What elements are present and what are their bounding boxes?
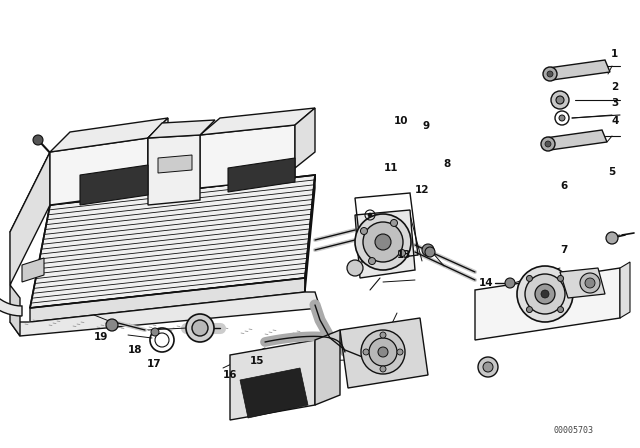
- Polygon shape: [200, 125, 295, 188]
- Text: 1: 1: [611, 49, 618, 59]
- Text: 12: 12: [415, 185, 429, 195]
- Text: 5: 5: [608, 167, 615, 177]
- Circle shape: [368, 213, 372, 217]
- Circle shape: [585, 278, 595, 288]
- Circle shape: [517, 266, 573, 322]
- Polygon shape: [148, 135, 200, 205]
- Circle shape: [390, 220, 397, 226]
- Circle shape: [422, 244, 434, 256]
- Circle shape: [527, 276, 532, 281]
- Circle shape: [361, 330, 405, 374]
- Circle shape: [541, 137, 555, 151]
- Circle shape: [380, 332, 386, 338]
- Polygon shape: [315, 330, 340, 405]
- Polygon shape: [355, 210, 415, 278]
- Circle shape: [363, 349, 369, 355]
- Circle shape: [547, 71, 553, 77]
- Circle shape: [478, 357, 498, 377]
- Polygon shape: [475, 268, 620, 340]
- Circle shape: [580, 273, 600, 293]
- Polygon shape: [230, 340, 315, 420]
- Text: 9: 9: [422, 121, 429, 131]
- Polygon shape: [30, 175, 315, 308]
- Polygon shape: [620, 262, 630, 318]
- Polygon shape: [200, 108, 315, 135]
- Circle shape: [151, 328, 159, 336]
- Text: 17: 17: [147, 359, 162, 369]
- Circle shape: [360, 228, 367, 234]
- Polygon shape: [148, 118, 168, 180]
- Text: 6: 6: [560, 181, 567, 191]
- Circle shape: [545, 141, 551, 147]
- Circle shape: [543, 67, 557, 81]
- Polygon shape: [148, 120, 215, 138]
- Polygon shape: [228, 158, 295, 192]
- Text: 15: 15: [250, 356, 264, 366]
- Circle shape: [425, 247, 435, 257]
- Circle shape: [551, 91, 569, 109]
- Polygon shape: [30, 278, 305, 322]
- Polygon shape: [0, 252, 22, 316]
- Circle shape: [527, 306, 532, 313]
- Circle shape: [505, 278, 515, 288]
- Circle shape: [557, 306, 564, 313]
- Circle shape: [525, 274, 565, 314]
- Text: 3: 3: [611, 98, 618, 108]
- Text: 7: 7: [560, 245, 568, 254]
- Circle shape: [483, 362, 493, 372]
- Circle shape: [380, 366, 386, 372]
- Circle shape: [186, 314, 214, 342]
- Circle shape: [541, 290, 549, 298]
- Circle shape: [369, 338, 397, 366]
- Polygon shape: [295, 108, 315, 168]
- Polygon shape: [548, 60, 610, 80]
- Polygon shape: [305, 175, 315, 292]
- Text: 11: 11: [384, 163, 399, 173]
- Text: 13: 13: [397, 250, 412, 260]
- Circle shape: [397, 349, 403, 355]
- Text: 10: 10: [394, 116, 408, 126]
- Polygon shape: [560, 268, 605, 298]
- Polygon shape: [50, 138, 148, 205]
- Polygon shape: [240, 368, 308, 418]
- Circle shape: [557, 276, 564, 281]
- Text: 19: 19: [94, 332, 108, 342]
- Circle shape: [33, 135, 43, 145]
- Text: 14: 14: [479, 278, 493, 288]
- Circle shape: [355, 214, 411, 270]
- Text: 00005703: 00005703: [554, 426, 594, 435]
- Circle shape: [375, 234, 391, 250]
- Polygon shape: [10, 292, 320, 336]
- Polygon shape: [545, 130, 607, 150]
- Polygon shape: [340, 318, 428, 388]
- Polygon shape: [10, 152, 50, 285]
- Circle shape: [399, 250, 406, 257]
- Circle shape: [556, 96, 564, 104]
- Circle shape: [347, 260, 363, 276]
- Text: 16: 16: [223, 370, 237, 380]
- Text: 8: 8: [444, 159, 451, 168]
- Circle shape: [192, 320, 208, 336]
- Text: 2: 2: [611, 82, 618, 92]
- Circle shape: [363, 222, 403, 262]
- Polygon shape: [158, 155, 192, 173]
- Text: 18: 18: [128, 345, 143, 355]
- Circle shape: [559, 115, 565, 121]
- Circle shape: [106, 319, 118, 331]
- Polygon shape: [10, 285, 20, 336]
- Text: 4: 4: [611, 116, 619, 126]
- Circle shape: [369, 258, 376, 265]
- Circle shape: [606, 232, 618, 244]
- Polygon shape: [80, 165, 148, 205]
- Circle shape: [535, 284, 555, 304]
- Circle shape: [378, 347, 388, 357]
- Polygon shape: [22, 258, 44, 282]
- Polygon shape: [50, 118, 168, 152]
